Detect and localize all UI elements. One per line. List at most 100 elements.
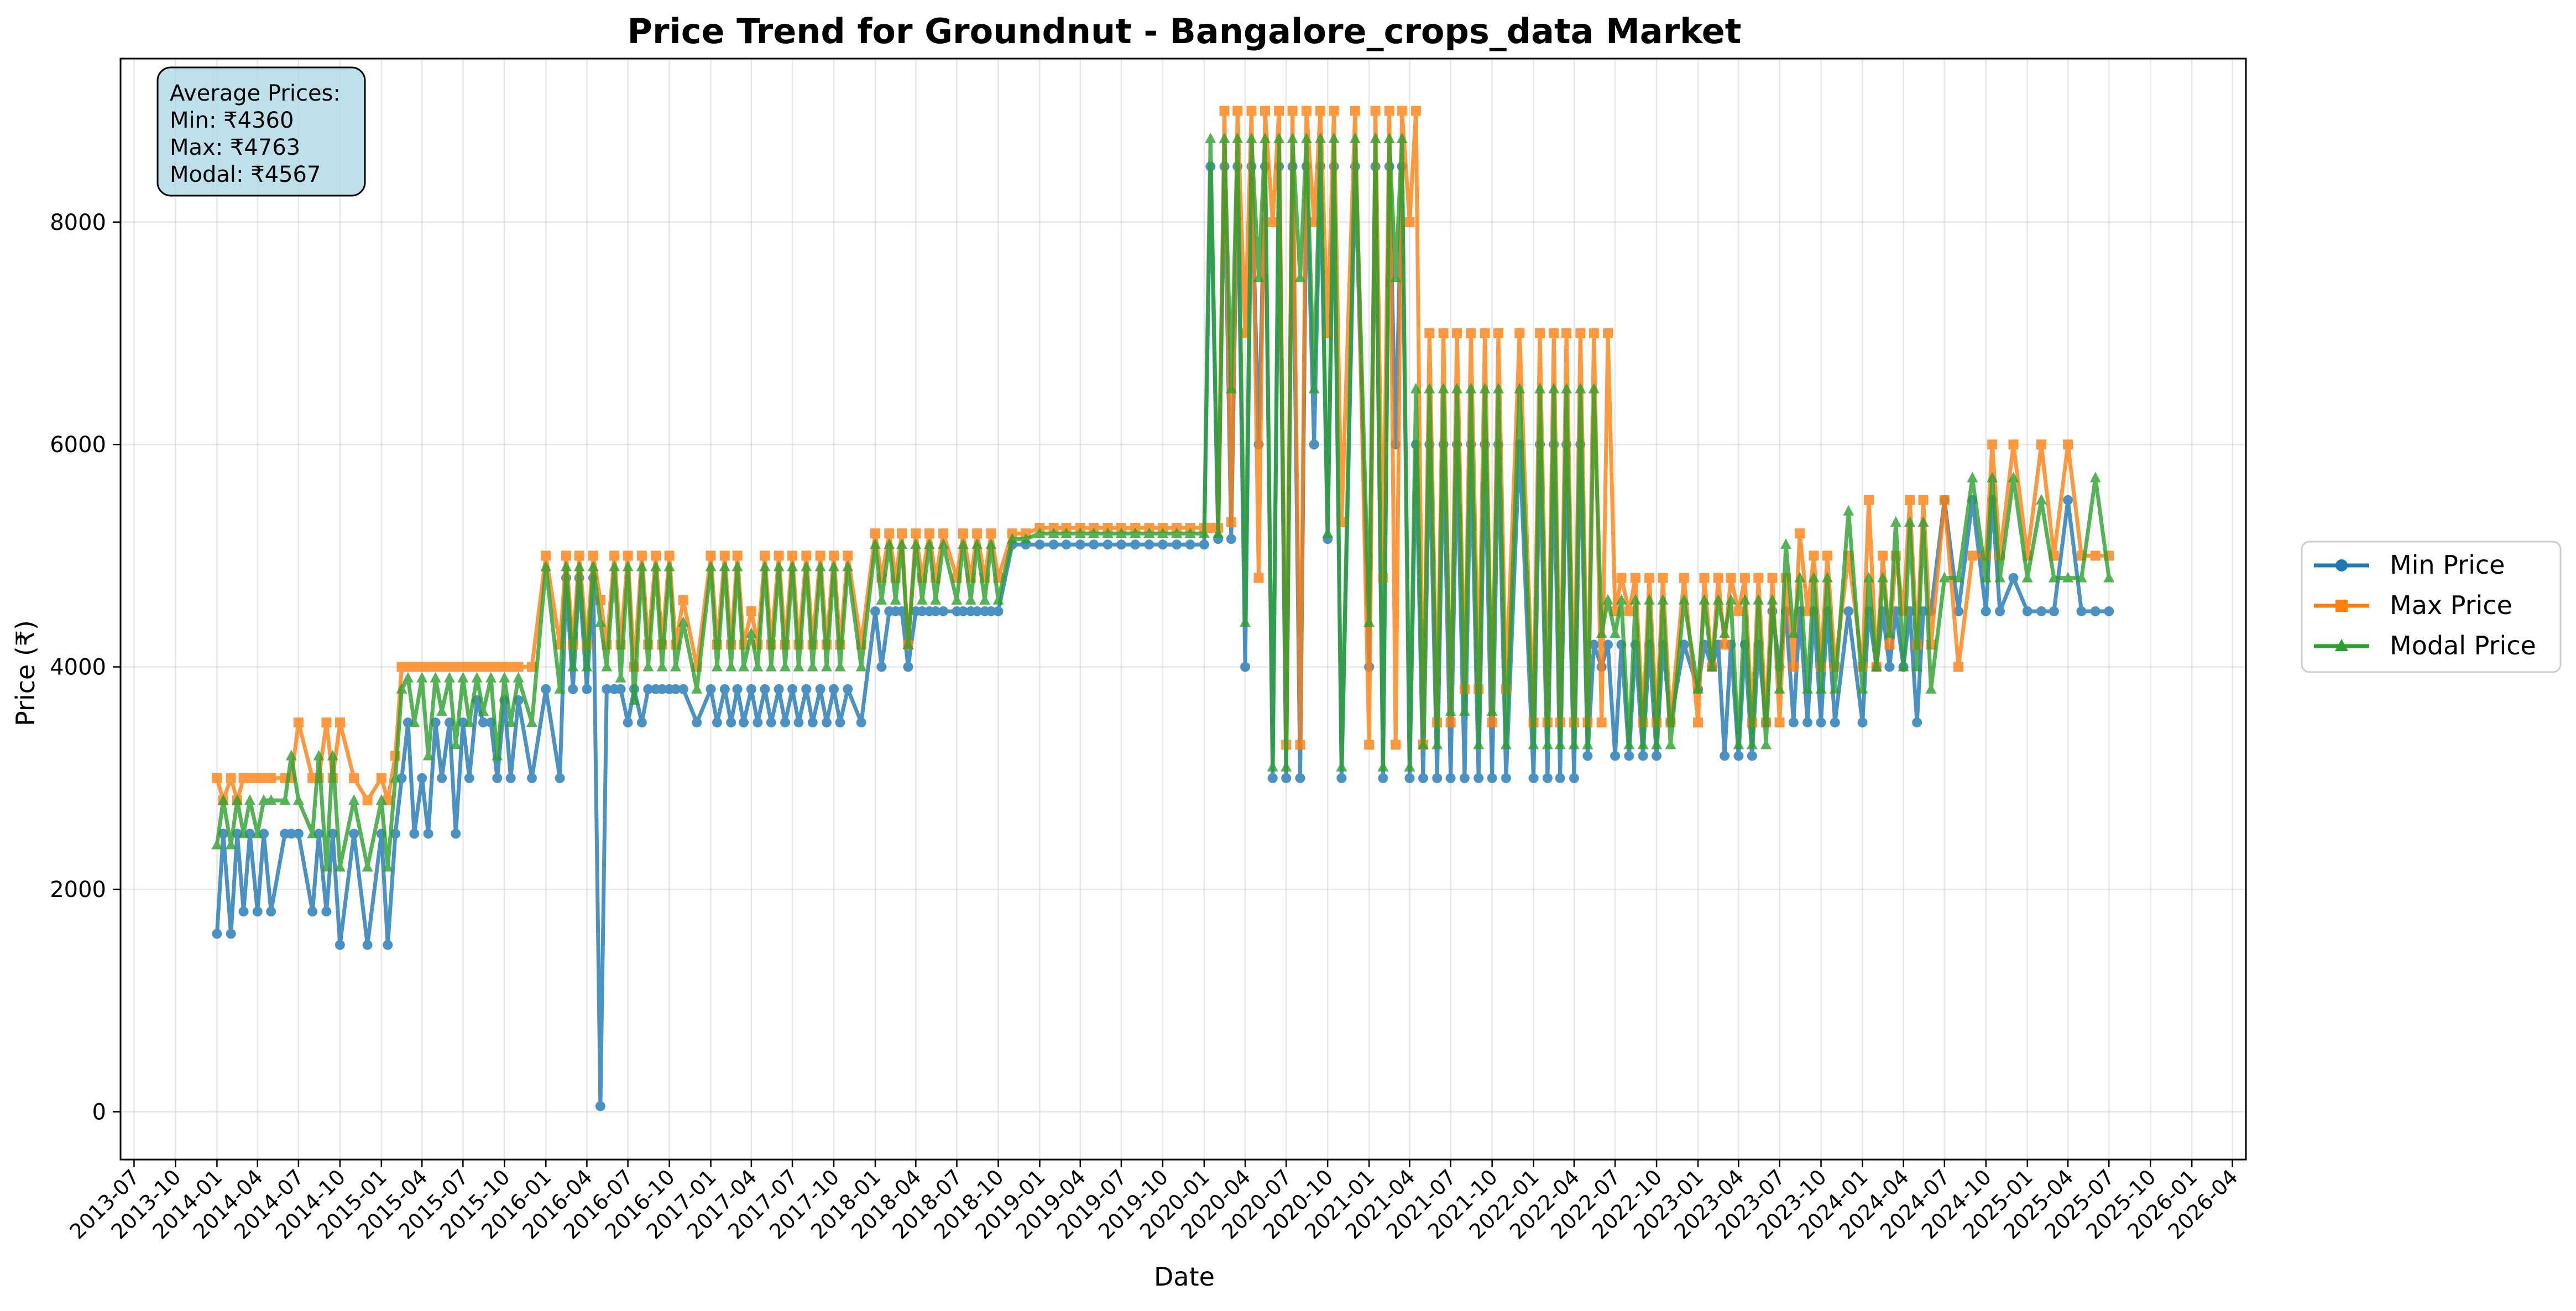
data-point-min-price: [293, 828, 304, 839]
data-point-modal-price: [1294, 271, 1306, 282]
data-point-min-price: [1624, 751, 1634, 761]
data-point-min-price: [307, 906, 318, 917]
data-point-max-price: [2090, 550, 2100, 561]
y-tick-label: 4000: [50, 655, 106, 680]
data-point-modal-price: [279, 794, 291, 805]
data-point-max-price: [2036, 439, 2047, 450]
data-point-modal-price: [1473, 738, 1485, 749]
data-point-max-price: [1226, 517, 1236, 528]
data-point-modal-price: [471, 672, 483, 683]
data-point-min-price: [555, 773, 565, 783]
data-point-min-price: [1816, 717, 1826, 728]
data-point-modal-price: [1410, 382, 1422, 394]
data-point-max-price: [437, 662, 447, 672]
data-point-min-price: [1336, 773, 1347, 783]
data-point-modal-price: [499, 672, 510, 683]
data-point-max-price: [884, 528, 895, 539]
data-point-modal-price: [1115, 527, 1127, 538]
data-point-modal-price: [1377, 761, 1389, 772]
data-point-min-price: [1720, 751, 1730, 761]
data-point-modal-price: [1300, 132, 1312, 143]
data-point-min-price: [266, 906, 276, 917]
data-point-modal-price: [1904, 516, 1916, 527]
data-point-modal-price: [1780, 538, 1791, 549]
data-point-min-price: [1589, 639, 1599, 650]
data-point-modal-price: [1863, 571, 1874, 583]
data-point-max-price: [1274, 106, 1284, 116]
data-point-modal-price: [1349, 132, 1361, 143]
data-point-max-price: [1733, 606, 1744, 617]
data-point-max-price: [664, 550, 675, 561]
data-point-modal-price: [1582, 738, 1593, 749]
data-point-modal-price: [1987, 471, 1998, 483]
data-point-modal-price: [587, 560, 599, 571]
data-point-modal-price: [601, 660, 613, 672]
data-point-min-price: [2049, 606, 2059, 617]
data-point-max-price: [1644, 573, 1655, 583]
data-point-max-price: [513, 662, 524, 672]
data-point-max-price: [244, 773, 255, 783]
data-point-modal-price: [430, 672, 441, 683]
data-point-max-price: [972, 528, 983, 539]
data-point-modal-price: [814, 560, 826, 571]
data-point-modal-price: [1088, 527, 1100, 538]
data-point-modal-price: [457, 672, 469, 683]
data-point-min-price: [1733, 751, 1744, 761]
data-point-modal-price: [923, 538, 935, 549]
data-point-modal-price: [1890, 516, 1901, 527]
data-point-min-price: [1802, 717, 1813, 728]
data-point-max-price: [574, 550, 584, 561]
data-point-modal-price: [1877, 571, 1889, 583]
data-point-modal-price: [1808, 571, 1820, 583]
data-point-modal-price: [2048, 571, 2060, 583]
data-point-modal-price: [382, 861, 394, 872]
data-point-modal-price: [1753, 594, 1764, 605]
data-point-min-price: [1034, 539, 1045, 550]
data-point-min-price: [252, 906, 263, 917]
data-point-modal-price: [1328, 132, 1340, 143]
annotation-background: [156, 66, 366, 197]
data-point-max-price: [609, 550, 620, 561]
data-point-max-price: [678, 595, 688, 605]
data-point-max-price: [266, 773, 276, 783]
data-point-modal-price: [217, 794, 229, 805]
data-point-min-price: [464, 773, 474, 783]
data-point-min-price: [732, 684, 743, 694]
data-point-max-price: [1253, 573, 1264, 583]
data-point-max-price: [815, 550, 825, 561]
data-point-modal-price: [1486, 705, 1498, 716]
data-point-modal-price: [636, 560, 647, 571]
data-point-min-price: [1542, 773, 1553, 783]
data-point-max-price: [212, 773, 222, 783]
data-point-modal-price: [567, 660, 579, 672]
y-tick-label: 6000: [50, 432, 106, 458]
data-point-max-price: [2063, 439, 2073, 450]
data-point-modal-price: [1184, 527, 1196, 538]
data-point-modal-price: [1602, 594, 1614, 605]
data-point-modal-price: [1857, 683, 1868, 694]
data-point-modal-price: [1953, 571, 1964, 583]
data-point-min-price: [1144, 539, 1154, 550]
data-point-max-price: [1364, 740, 1375, 750]
data-point-max-price: [588, 550, 598, 561]
data-point-modal-price: [390, 772, 401, 783]
data-point-modal-price: [1657, 594, 1669, 605]
data-point-max-price: [651, 550, 661, 561]
data-point-min-price: [739, 717, 749, 728]
data-point-modal-price: [1370, 132, 1381, 143]
data-point-modal-price: [1404, 761, 1415, 772]
data-point-modal-price: [1267, 761, 1278, 772]
data-point-min-price: [986, 606, 996, 617]
data-point-max-price: [1822, 550, 1832, 561]
data-point-modal-price: [1102, 527, 1114, 538]
data-point-modal-price: [443, 672, 455, 683]
data-point-min-price: [1075, 539, 1085, 550]
data-point-modal-price: [1205, 132, 1216, 143]
data-point-min-price: [1843, 606, 1854, 617]
data-point-max-price: [362, 795, 373, 806]
data-point-modal-price: [1794, 571, 1806, 583]
data-point-modal-price: [979, 594, 991, 605]
data-point-max-price: [897, 528, 907, 539]
chart-title: Price Trend for Groundnut - Bangalore_cr…: [628, 11, 1742, 51]
